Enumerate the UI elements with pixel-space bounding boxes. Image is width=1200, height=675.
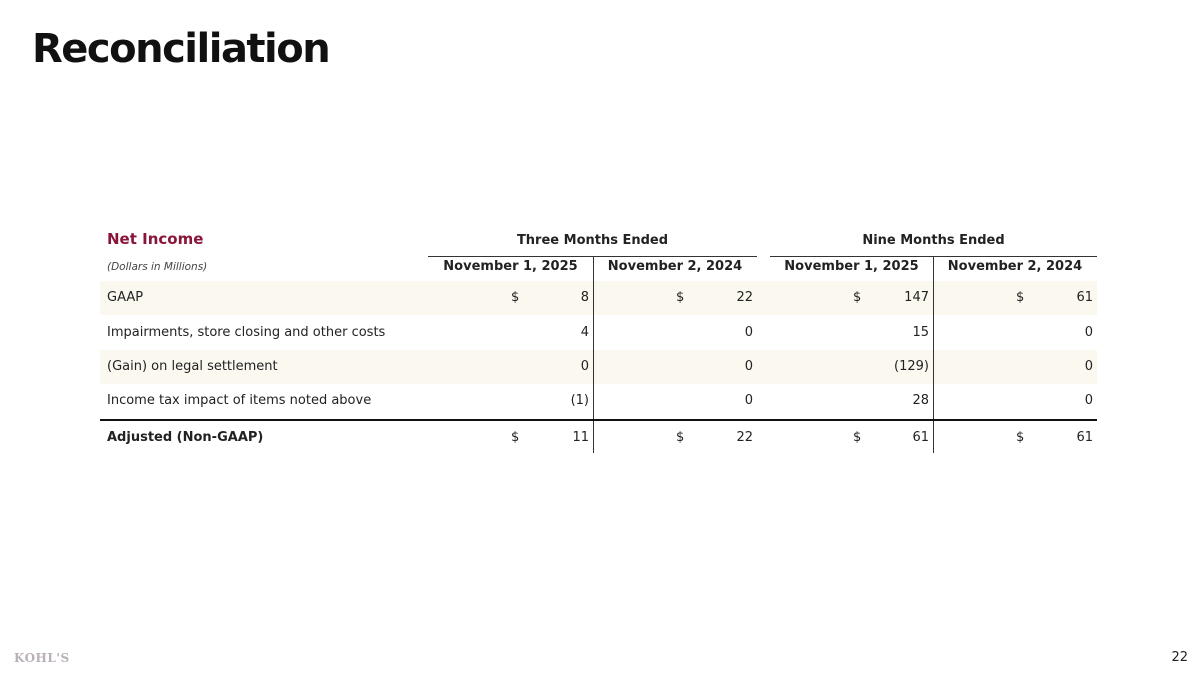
group-header: Nine Months Ended (862, 233, 1005, 248)
column-header: November 2, 2024 (607, 259, 743, 274)
cell-value: (1) (570, 393, 589, 409)
row-shade (100, 349, 1097, 385)
group-rule (428, 256, 757, 257)
units-note: (Dollars in Millions) (107, 261, 208, 273)
cell-value: 11 (572, 429, 589, 445)
currency-sign: $ (853, 429, 862, 445)
cell-value: 0 (1084, 359, 1093, 374)
total-rule (100, 418, 1097, 421)
currency-sign: $ (1016, 290, 1025, 306)
cell-value: 61 (1076, 290, 1093, 306)
column-header: November 1, 2025 (443, 259, 578, 274)
column-rule (933, 257, 934, 453)
row-label: Income tax impact of items noted above (107, 393, 372, 409)
cell-value: 15 (912, 324, 929, 340)
cell-value: 0 (1084, 324, 1093, 340)
cell-value: 0 (744, 393, 753, 409)
cell-value: 28 (912, 393, 929, 409)
column-header: November 1, 2025 (784, 259, 919, 274)
row-label: Adjusted (Non-GAAP) (107, 429, 264, 445)
row-label: Impairments, store closing and other cos… (107, 324, 386, 340)
cell-value: 0 (744, 359, 753, 374)
cell-value: 22 (736, 290, 753, 306)
group-header: Three Months Ended (516, 233, 669, 248)
row-label: GAAP (107, 290, 144, 306)
cell-value: 0 (580, 359, 589, 374)
cell-value: 61 (912, 429, 929, 445)
currency-sign: $ (511, 290, 520, 306)
table-title: Net Income (107, 230, 204, 248)
cell-value: (129) (894, 359, 929, 374)
row-label: (Gain) on legal settlement (107, 359, 278, 374)
cell-value: 4 (580, 324, 589, 340)
cell-value: 22 (736, 429, 753, 445)
currency-sign: $ (676, 429, 685, 445)
group-rule (770, 256, 1097, 257)
page-number: 22 (1171, 650, 1188, 665)
row-shade (100, 281, 1097, 316)
currency-sign: $ (853, 290, 862, 306)
cell-value: 61 (1076, 429, 1093, 445)
currency-sign: $ (511, 429, 520, 445)
cell-value: 0 (1084, 393, 1093, 409)
cell-value: 147 (904, 290, 929, 306)
cell-value: 0 (744, 324, 753, 340)
logo: KOHL'S (14, 651, 70, 665)
column-header: November 2, 2024 (947, 259, 1083, 274)
currency-sign: $ (676, 290, 685, 306)
column-rule (593, 257, 594, 453)
currency-sign: $ (1016, 429, 1025, 445)
cell-value: 8 (580, 290, 589, 306)
slide-title: Reconciliation (32, 26, 331, 72)
